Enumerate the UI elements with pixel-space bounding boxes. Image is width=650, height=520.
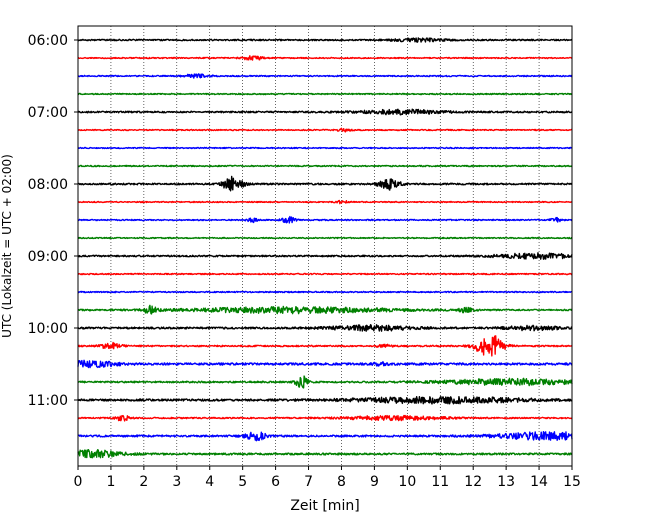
y-tick-label: 06:00 — [28, 33, 68, 49]
trace-line — [77, 55, 573, 61]
x-tick-label: 15 — [563, 474, 581, 490]
x-tick-label: 12 — [464, 474, 482, 490]
trace-line — [77, 175, 573, 192]
x-tick-label: 1 — [106, 474, 115, 490]
y-tick-label: 11:00 — [28, 393, 68, 409]
trace-line — [77, 252, 573, 260]
x-axis-ticks: 0 1 2 3 4 5 6 7 8 9 10 11 12 13 14 15 — [74, 466, 581, 490]
trace-line — [77, 146, 573, 150]
y-axis-ticks: 06:00 07:00 08:00 09:00 10:00 11:00 — [28, 33, 78, 409]
x-tick-label: 5 — [238, 474, 247, 490]
trace-series — [77, 37, 573, 459]
y-tick-label: 09:00 — [28, 249, 68, 265]
trace-line — [77, 199, 573, 205]
x-tick-label: 14 — [530, 474, 548, 490]
trace-line — [77, 290, 573, 294]
trace-line — [77, 37, 573, 43]
trace-line — [77, 164, 573, 168]
x-tick-label: 13 — [497, 474, 515, 490]
x-gridlines — [110, 26, 540, 466]
y-tick-label: 07:00 — [28, 105, 68, 121]
trace-line — [77, 272, 573, 276]
trace-line — [77, 304, 573, 315]
trace-line — [77, 359, 573, 369]
x-tick-label: 10 — [398, 474, 416, 490]
x-tick-label: 11 — [431, 474, 449, 490]
trace-line — [77, 430, 573, 442]
trace-line — [77, 127, 573, 133]
trace-line — [77, 215, 573, 224]
x-axis-label: Zeit [min] — [290, 498, 359, 514]
x-tick-label: 3 — [172, 474, 181, 490]
x-tick-label: 2 — [139, 474, 148, 490]
y-tick-label: 10:00 — [28, 321, 68, 337]
y-axis-label: UTC (Lokalzeit = UTC + 02:00) — [0, 154, 14, 338]
x-tick-label: 0 — [74, 474, 83, 490]
x-tick-label: 4 — [205, 474, 214, 490]
y-tick-label: 08:00 — [28, 177, 68, 193]
x-tick-label: 7 — [304, 474, 313, 490]
trace-line — [77, 73, 573, 79]
x-tick-label: 8 — [337, 474, 346, 490]
trace-line — [77, 324, 573, 332]
trace-line — [77, 375, 573, 389]
plot-frame — [77, 25, 573, 467]
trace-line — [77, 395, 573, 405]
trace-line — [77, 236, 573, 240]
trace-line — [77, 108, 573, 116]
x-tick-label: 6 — [271, 474, 280, 490]
trace-line — [77, 414, 573, 422]
trace-line — [77, 335, 573, 357]
x-tick-label: 9 — [370, 474, 379, 490]
trace-line — [77, 448, 573, 459]
trace-line — [77, 92, 573, 96]
